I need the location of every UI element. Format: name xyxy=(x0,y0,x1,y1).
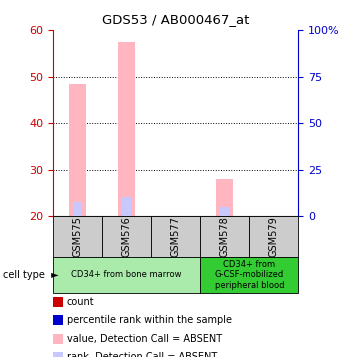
Text: GSM576: GSM576 xyxy=(122,216,132,257)
Text: GSM577: GSM577 xyxy=(171,216,181,257)
Bar xyxy=(200,216,249,257)
Text: CD34+ from
G-CSF-mobilized
peripheral blood: CD34+ from G-CSF-mobilized peripheral bl… xyxy=(215,260,284,290)
Bar xyxy=(151,216,200,257)
Bar xyxy=(221,207,229,216)
Text: cell type  ►: cell type ► xyxy=(3,270,59,280)
Title: GDS53 / AB000467_at: GDS53 / AB000467_at xyxy=(102,14,249,26)
Bar xyxy=(200,257,298,293)
Text: rank, Detection Call = ABSENT: rank, Detection Call = ABSENT xyxy=(67,352,217,357)
Text: value, Detection Call = ABSENT: value, Detection Call = ABSENT xyxy=(67,334,222,344)
Text: percentile rank within the sample: percentile rank within the sample xyxy=(67,315,232,325)
Bar xyxy=(249,216,298,257)
Bar xyxy=(102,216,151,257)
Bar xyxy=(53,257,200,293)
Text: count: count xyxy=(67,297,95,307)
Text: GSM579: GSM579 xyxy=(269,216,279,257)
Bar xyxy=(73,202,82,216)
Text: CD34+ from bone marrow: CD34+ from bone marrow xyxy=(71,270,182,280)
Bar xyxy=(69,84,86,216)
Bar xyxy=(53,216,102,257)
Text: GSM575: GSM575 xyxy=(73,216,83,257)
Bar xyxy=(118,42,135,216)
Bar xyxy=(122,197,131,216)
Bar xyxy=(216,179,234,216)
Text: GSM578: GSM578 xyxy=(220,216,230,257)
